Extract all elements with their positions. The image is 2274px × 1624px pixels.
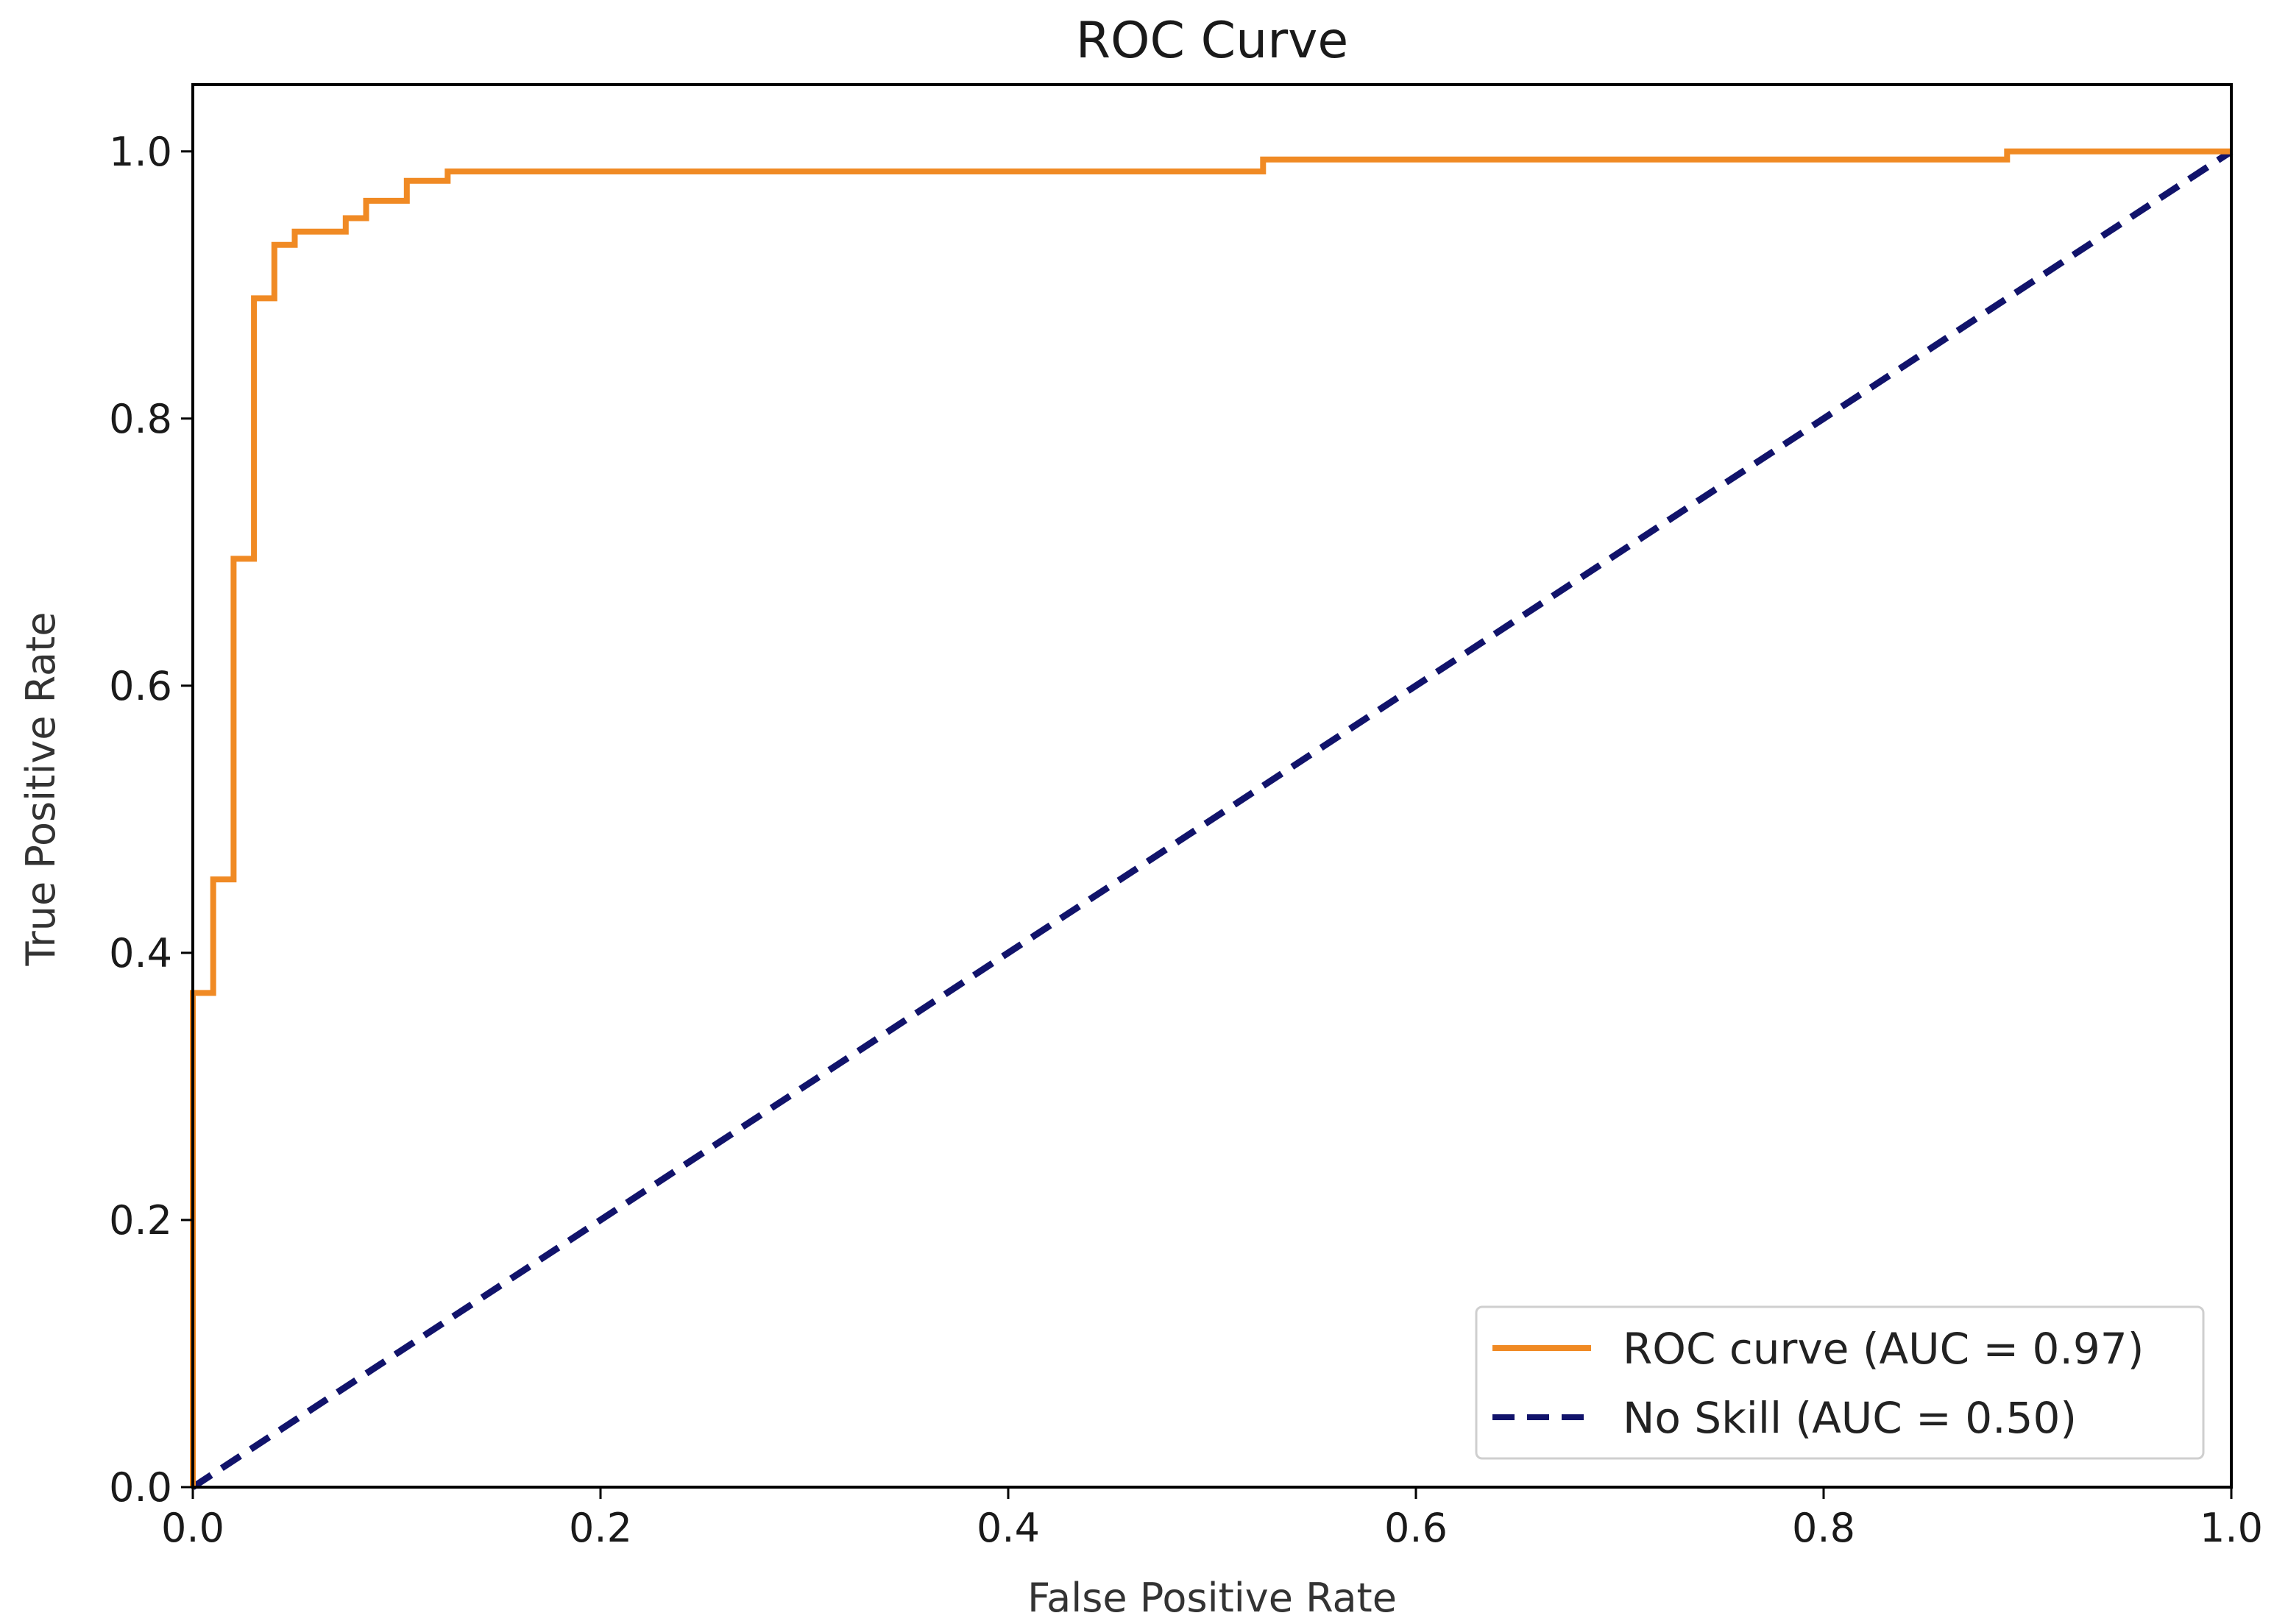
no-skill-line	[191, 149, 2234, 1490]
x-tick-label: 1.0	[2200, 1505, 2263, 1551]
legend: ROC curve (AUC = 0.97) No Skill (AUC = 0…	[1475, 1305, 2205, 1460]
plot-frame	[191, 83, 2233, 1489]
y-axis-label: True Positive Rate	[18, 611, 64, 966]
y-tick-label: 0.6	[109, 663, 172, 709]
x-axis-label: False Positive Rate	[1027, 1575, 1397, 1621]
x-tick-label: 0.6	[1384, 1505, 1448, 1551]
legend-label-roc: ROC curve (AUC = 0.97)	[1623, 1324, 2144, 1374]
x-tick-label: 0.8	[1792, 1505, 1855, 1551]
tick-layer: 0.0 0.2 0.4 0.6 0.8 1.0 0.0 0.2 0.4 0.6 0.8 1.0	[109, 129, 2263, 1551]
y-tick-label: 0.0	[109, 1464, 172, 1511]
y-tick-label: 0.4	[109, 930, 172, 976]
y-tick-label: 0.2	[109, 1197, 172, 1244]
roc-curve-line	[190, 148, 2231, 1487]
x-tick-label: 0.4	[977, 1505, 1040, 1551]
chart-title: ROC Curve	[1076, 12, 1348, 70]
x-tick-label: 0.0	[161, 1505, 224, 1551]
x-tick-label: 0.2	[569, 1505, 632, 1551]
y-tick-label: 0.8	[109, 396, 172, 442]
y-tick-label: 1.0	[109, 129, 172, 175]
legend-box	[1475, 1305, 2205, 1460]
series-layer	[190, 148, 2234, 1490]
legend-label-no-skill: No Skill (AUC = 0.50)	[1623, 1393, 2077, 1443]
